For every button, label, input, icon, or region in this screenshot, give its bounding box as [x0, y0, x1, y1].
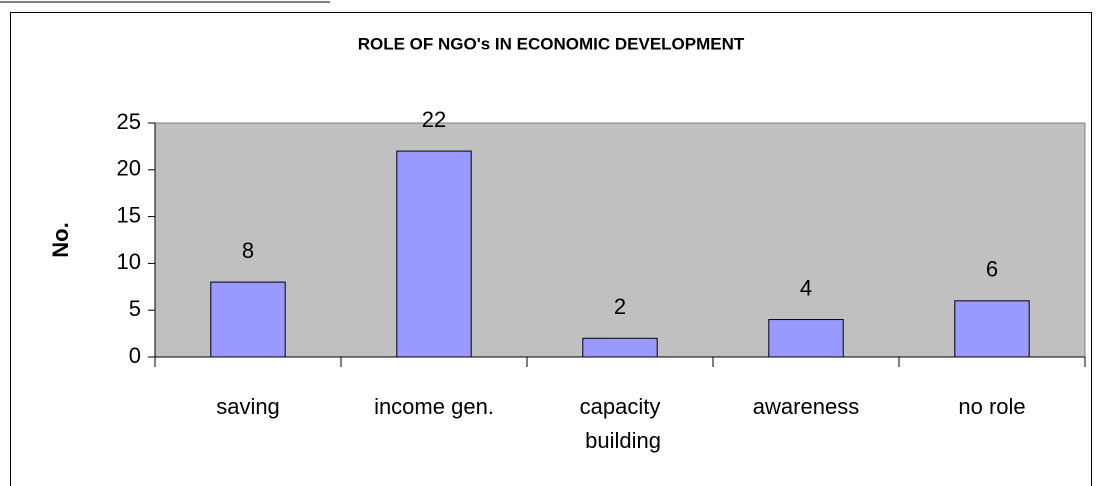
y-axis-label: No. — [48, 222, 73, 257]
y-tick-label: 0 — [129, 343, 141, 368]
plot-area — [154, 122, 1086, 358]
data-label: 4 — [800, 275, 812, 300]
bar — [582, 337, 658, 358]
x-tick-label: income gen. — [374, 394, 494, 419]
bar — [954, 300, 1030, 358]
data-label: 8 — [242, 238, 254, 263]
data-label: 6 — [986, 257, 998, 282]
x-tick-label: saving — [216, 394, 280, 419]
y-tick-label: 25 — [117, 109, 141, 134]
data-label: 2 — [614, 294, 626, 319]
y-tick-label: 5 — [129, 296, 141, 321]
x-tick-label: capacity building — [579, 394, 661, 453]
y-tick-label: 20 — [117, 156, 141, 181]
bar — [210, 281, 286, 358]
chart-title: ROLE OF NGO's IN ECONOMIC DEVELOPMENT — [358, 34, 745, 53]
y-tick-label: 10 — [117, 249, 141, 274]
bar — [768, 319, 844, 358]
y-tick-label: 15 — [117, 202, 141, 227]
data-label: 22 — [422, 107, 446, 132]
bar — [396, 150, 472, 358]
x-tick-label: no role — [958, 394, 1025, 419]
x-tick-label: awareness — [753, 394, 859, 419]
